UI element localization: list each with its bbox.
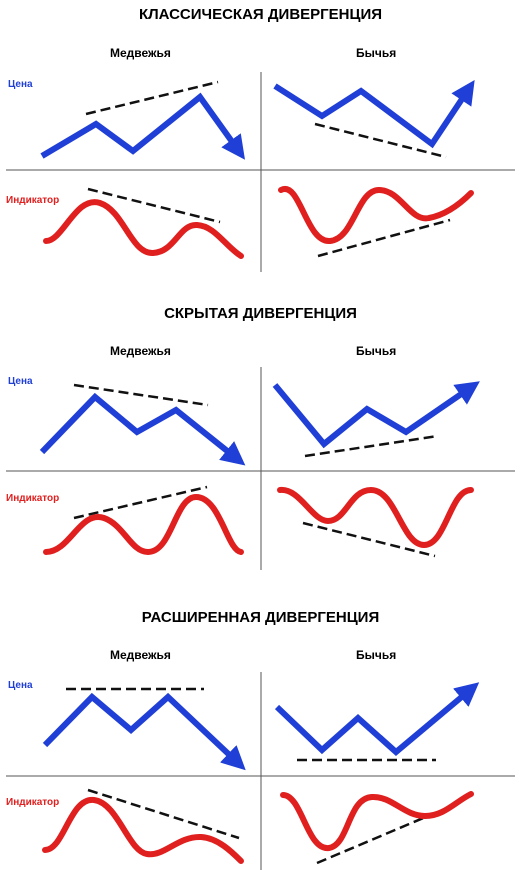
price-line bbox=[273, 80, 475, 149]
row-label-price: Цена bbox=[8, 376, 33, 387]
indicator-trendline bbox=[317, 218, 451, 258]
indicator-line bbox=[277, 486, 474, 549]
col-label-bearish: Медвежья bbox=[110, 344, 171, 358]
indicator-line bbox=[43, 199, 244, 259]
price-line bbox=[272, 381, 480, 449]
price-trendline bbox=[73, 383, 209, 407]
row-label-indicator: Индикатор bbox=[6, 195, 60, 206]
indicator-line bbox=[280, 791, 474, 851]
section-title-extended: РАСШИРЕННАЯ ДИВЕРГЕНЦИЯ bbox=[141, 609, 380, 626]
indicator-trendline bbox=[316, 806, 448, 865]
col-label-bearish: Медвежья bbox=[110, 46, 171, 60]
price-line bbox=[274, 682, 480, 756]
row-label-price: Цена bbox=[8, 680, 33, 691]
price-trendline bbox=[314, 122, 447, 159]
price-line bbox=[39, 392, 246, 466]
row-label-price: Цена bbox=[8, 79, 33, 90]
col-label-bullish: Бычья bbox=[356, 344, 397, 358]
col-label-bullish: Бычья bbox=[356, 648, 397, 662]
col-label-bullish: Бычья bbox=[356, 46, 397, 60]
price-line bbox=[42, 692, 246, 771]
indicator-line bbox=[42, 797, 244, 864]
indicator-trendline bbox=[302, 521, 436, 558]
col-label-bearish: Медвежья bbox=[110, 648, 171, 662]
price-line bbox=[40, 92, 245, 160]
indicator-trendline bbox=[87, 788, 240, 840]
indicator-line bbox=[43, 493, 244, 556]
price-trendline bbox=[304, 434, 439, 458]
indicator-line bbox=[278, 186, 474, 244]
row-label-indicator: Индикатор bbox=[6, 493, 60, 504]
indicator-trendline bbox=[73, 485, 208, 520]
indicator-trendline bbox=[87, 187, 221, 224]
section-title-classic: КЛАССИЧЕСКАЯ ДИВЕРГЕНЦИЯ bbox=[138, 6, 383, 23]
row-label-indicator: Индикатор bbox=[6, 797, 60, 808]
price-trendline bbox=[85, 80, 219, 116]
section-title-hidden: СКРЫТАЯ ДИВЕРГЕНЦИЯ bbox=[164, 305, 357, 322]
